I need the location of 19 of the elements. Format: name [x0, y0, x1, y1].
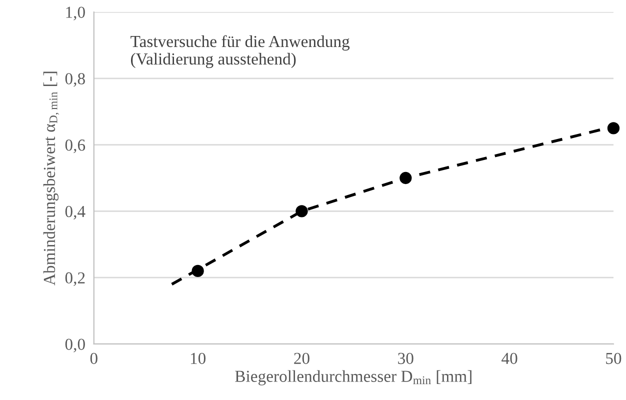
y-tick-label: 0,4 [65, 206, 86, 220]
point [296, 205, 308, 218]
y-tick-label: 1,0 [66, 6, 85, 20]
y-tick-label: 0,0 [65, 338, 85, 352]
x-tick-label: 30 [398, 352, 414, 364]
x-axis-title: Biegerollendurchmesser D$_{min}$ [mm] [235, 370, 472, 386]
point [400, 172, 412, 184]
annotation: Tastversuche für die Anwendung (Validierung ausstehend) [130, 35, 350, 68]
y-tick-label: 0,2 [65, 272, 85, 286]
x-tick-label: 40 [502, 352, 518, 364]
point [192, 264, 204, 278]
y-axis-title: Abminderungsbeiwert α$_{D,min}$ [-] [43, 72, 59, 286]
x-tick-label: 10 [190, 352, 206, 364]
x-tick-label: 50 [606, 352, 622, 364]
y-tick-label: 0,6 [65, 140, 86, 154]
x-tick-label: 20 [294, 352, 310, 364]
x-tick-label: 0 [90, 352, 98, 364]
point [607, 122, 620, 134]
y-tick-label: 0,8 [65, 73, 85, 87]
